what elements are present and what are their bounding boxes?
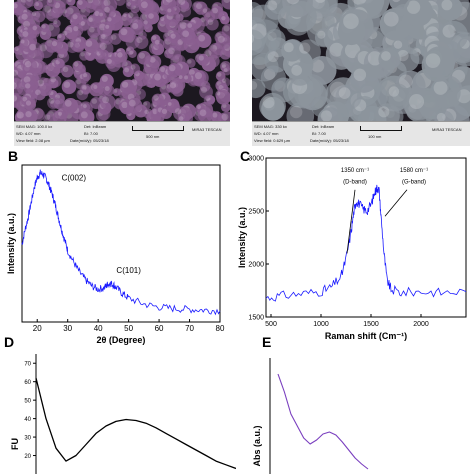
d-band-arrow bbox=[346, 189, 356, 254]
sem-view-field: View field: 0.629 µm bbox=[254, 138, 291, 143]
x-tick-label: 80 bbox=[216, 324, 225, 333]
sem-bi: BI: 7.00 bbox=[84, 131, 98, 136]
sem-date: Date(m/d/y): 05/23/18 bbox=[70, 138, 109, 143]
y-tick-label: 60 bbox=[24, 380, 31, 386]
x-tick-label: 20 bbox=[33, 324, 42, 333]
absorbance-chart: Abs (a.u.) bbox=[252, 358, 369, 474]
sem-scale-bar bbox=[132, 126, 184, 131]
sem-det: Det: InBeam bbox=[312, 124, 335, 129]
sem-bi: BI: 7.00 bbox=[312, 131, 326, 136]
sem-info-bar-left: SEM MAG: 100.0 kx Det: InBeam WD: 4.07 m… bbox=[14, 121, 230, 146]
y-tick-label: 1500 bbox=[248, 315, 264, 322]
x-tick-label: 1000 bbox=[313, 321, 329, 328]
sem-date: Date(m/d/y): 05/23/18 bbox=[310, 138, 349, 143]
sem-scale-bar bbox=[360, 126, 402, 131]
series-line bbox=[277, 373, 369, 470]
panel-label-c: C bbox=[240, 148, 251, 164]
sem-brand: MIRA3 TESCAN bbox=[432, 127, 462, 132]
band-annotation: (D-band) bbox=[343, 179, 367, 185]
band-annotation: (G-band) bbox=[402, 179, 426, 185]
sem-particles bbox=[252, 0, 470, 121]
x-axis-label: Raman shift (Cm⁻¹) bbox=[325, 331, 407, 341]
panel-label-e: E bbox=[262, 334, 272, 350]
y-axis-label: Intensity (a.u.) bbox=[237, 207, 247, 268]
series-line bbox=[21, 169, 221, 316]
xrd-chart: 20 30 40 50 60 70 80 C(002) C(101) 2θ (Degree) Int… bbox=[6, 164, 225, 345]
y-tick-label: 2000 bbox=[248, 262, 264, 269]
sem-scale-label: 500 nm bbox=[146, 134, 160, 139]
sem-wd: WD: 4.07 mm bbox=[254, 131, 279, 136]
sem-det: Det: InBeam bbox=[84, 124, 107, 129]
y-tick-label: 3000 bbox=[248, 156, 264, 163]
sem-brand: MIRA3 TESCAN bbox=[192, 127, 222, 132]
peak-annotation: C(101) bbox=[116, 266, 141, 275]
sem-image-right: SEM MAG: 330 kx Det: InBeam WD: 4.07 mm … bbox=[252, 0, 470, 146]
x-tick-label: 2000 bbox=[413, 321, 429, 328]
y-axis-label: FU bbox=[10, 438, 20, 450]
g-band-arrow bbox=[384, 189, 408, 217]
sem-scale-label: 100 nm bbox=[368, 134, 382, 139]
sem-mag: SEM MAG: 330 kx bbox=[254, 124, 287, 129]
y-tick-label: 30 bbox=[24, 436, 31, 442]
series-line bbox=[35, 377, 236, 470]
y-tick-label: 70 bbox=[24, 362, 31, 368]
panel-label-d: D bbox=[4, 334, 15, 350]
sem-view-field: View field: 2.08 µm bbox=[16, 138, 50, 143]
sem-micrograph-left bbox=[14, 0, 230, 121]
band-annotation: 1580 cm⁻¹ bbox=[400, 168, 428, 174]
fluorescence-chart: 20 30 40 50 60 70 FU bbox=[10, 354, 236, 474]
sem-wd: WD: 4.07 mm bbox=[16, 131, 41, 136]
band-annotation: 1350 cm⁻¹ bbox=[341, 168, 369, 174]
raman-chart: 500 1000 1500 2000 1500 2000 2500 3000 1350 cm⁻¹… bbox=[237, 156, 467, 341]
sem-micrograph-right bbox=[252, 0, 470, 121]
sem-mag: SEM MAG: 100.0 kx bbox=[16, 124, 53, 129]
sem-info-bar-right: SEM MAG: 330 kx Det: InBeam WD: 4.07 mm … bbox=[252, 121, 470, 146]
plot-frame bbox=[265, 157, 467, 318]
sem-image-left: SEM MAG: 100.0 kx Det: InBeam WD: 4.07 m… bbox=[14, 0, 230, 146]
series-line bbox=[265, 184, 467, 302]
plot-frame bbox=[21, 164, 221, 323]
x-tick-label: 30 bbox=[63, 324, 72, 333]
x-tick-label: 40 bbox=[94, 324, 103, 333]
x-tick-label: 1500 bbox=[363, 321, 379, 328]
y-tick-label: 20 bbox=[24, 454, 31, 460]
y-axis-label: Intensity (a.u.) bbox=[6, 213, 16, 274]
panel-label-b: B bbox=[8, 148, 19, 164]
y-tick-label: 2500 bbox=[248, 209, 264, 216]
x-tick-label: 50 bbox=[124, 324, 133, 333]
x-tick-label: 70 bbox=[185, 324, 194, 333]
y-tick-label: 40 bbox=[24, 417, 31, 423]
sem-particles bbox=[14, 0, 230, 121]
x-tick-label: 60 bbox=[155, 324, 164, 333]
x-axis-label: 2θ (Degree) bbox=[97, 335, 146, 345]
x-tick-label: 500 bbox=[265, 321, 277, 328]
peak-annotation: C(002) bbox=[62, 173, 87, 182]
y-axis-label: Abs (a.u.) bbox=[252, 425, 262, 466]
y-tick-label: 50 bbox=[24, 399, 31, 405]
